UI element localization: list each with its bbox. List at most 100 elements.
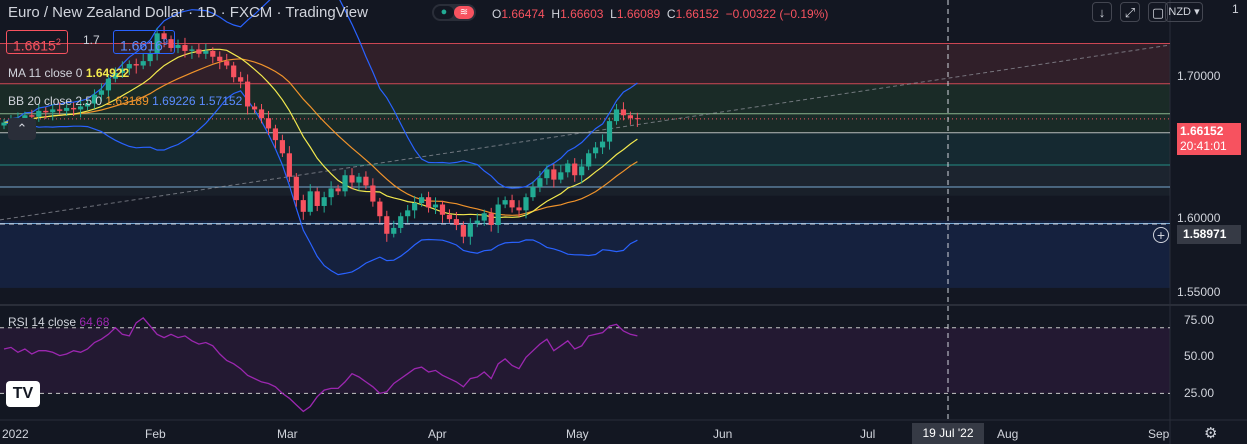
time-label-aug: Aug [997, 427, 1019, 441]
currency-selector[interactable]: NZD ▾ [1165, 2, 1203, 22]
candle-body [627, 115, 633, 119]
candle-body [446, 214, 453, 220]
candle-body [572, 163, 578, 176]
fullscreen-icon[interactable]: ⤢ [1120, 2, 1140, 22]
candle-body [112, 72, 118, 79]
candle-body [217, 56, 223, 62]
collapse-legend-icon[interactable]: ⌃ [8, 118, 36, 140]
chart-header: Euro / New Zealand Dollar · 1D · FXCM · … [8, 4, 368, 21]
candle-body [77, 106, 84, 110]
change-value: −0.00322 (−0.19%) [725, 7, 829, 21]
separator: · [220, 4, 226, 21]
candle-body [265, 118, 272, 129]
candle-body [328, 188, 334, 198]
rsi-legend[interactable]: RSI 14 close 64.68 [8, 315, 109, 329]
candle-body [488, 213, 494, 225]
time-label-may: May [566, 427, 589, 441]
bb-legend[interactable]: BB 20 close 2.5 0 1.63189 1.69226 1.5715… [8, 94, 242, 108]
candle-body [502, 200, 508, 205]
candle-body [321, 197, 327, 206]
window-icon[interactable]: ▢ [1148, 2, 1168, 22]
candle-body [342, 175, 348, 192]
sell-button[interactable]: 1.66152 [6, 30, 68, 54]
low-label: L [610, 7, 617, 21]
candle-body [558, 172, 564, 180]
tradingview-logo[interactable]: TV [6, 381, 40, 407]
platform-name: TradingView [285, 4, 368, 21]
add-alert-icon[interactable]: + [1153, 227, 1169, 243]
visibility-toggle[interactable]: ● ≋ [432, 4, 476, 21]
candle-body [126, 64, 132, 69]
candle-body [154, 33, 160, 54]
candle-body [105, 78, 111, 91]
candle-body [620, 109, 627, 116]
candle-body [50, 109, 56, 113]
candle-body [599, 141, 606, 148]
buy-button[interactable]: 1.66169 [113, 30, 175, 54]
price-axis-top-partial: 1 [1232, 2, 1239, 16]
candle-body [293, 176, 299, 201]
candle-body [370, 185, 376, 202]
bb-basis-value: 1.63189 [105, 94, 149, 108]
candle-body [453, 219, 459, 225]
trend-line [0, 44, 1171, 221]
candle-body [551, 169, 557, 180]
high-label: H [551, 7, 561, 21]
candle-body [251, 106, 258, 110]
chevron-down-icon: ▾ [1194, 6, 1200, 18]
bb-upper-line [3, 0, 638, 189]
separator: · [276, 4, 282, 21]
candle-body [168, 39, 174, 48]
candle-body [579, 166, 585, 176]
candle-body [467, 223, 473, 237]
current-price-tag: 1.66152 20:41:01 [1177, 123, 1241, 155]
data-source: FXCM [229, 4, 273, 21]
candle-body [384, 216, 390, 234]
candle-body [405, 210, 411, 217]
time-label-apr: Apr [428, 427, 447, 441]
candle-body [203, 50, 209, 54]
eye-icon[interactable]: ● [434, 6, 454, 19]
ma-legend[interactable]: MA 11 close 0 1.64922 [8, 66, 129, 80]
candle-body [565, 163, 571, 173]
bb-upper-value: 1.69226 [152, 94, 196, 108]
candle-body [530, 186, 536, 198]
time-label-mar: Mar [277, 427, 298, 441]
interval[interactable]: 1D [197, 4, 217, 21]
candle-body [57, 109, 63, 111]
open-value: 1.66474 [501, 7, 545, 21]
rsi-label-75: 75.00 [1184, 313, 1215, 327]
crosshair-date-tag: 19 Jul '22 [912, 423, 984, 444]
candle-body [133, 64, 139, 66]
open-label: O [492, 7, 502, 21]
market-status-icon[interactable]: ≋ [454, 6, 474, 19]
high-value: 1.66603 [560, 7, 604, 21]
price-label-3: 1.55000 [1177, 285, 1221, 299]
candle-body [36, 110, 42, 117]
bar-countdown: 20:41:01 [1180, 139, 1227, 153]
symbol-name[interactable]: Euro / New Zealand Dollar [8, 4, 184, 21]
candle-body [335, 188, 341, 192]
arrow-down-icon[interactable]: ↓ [1092, 2, 1112, 22]
candle-body [377, 201, 383, 217]
separator: · [188, 4, 194, 21]
candle-body [64, 107, 70, 111]
candle-body [460, 224, 466, 237]
candle-body [307, 191, 313, 212]
candle-body [544, 169, 550, 179]
gear-icon[interactable]: ⚙ [1204, 425, 1218, 442]
ohlc-values: O1.66474 H1.66603 L1.66089 C1.66152 −0.0… [492, 7, 828, 21]
candle-body [231, 65, 237, 78]
candle-body [161, 33, 167, 40]
candle-body [272, 128, 279, 141]
candle-body [245, 81, 251, 107]
buy-price-pip: 9 [162, 37, 168, 47]
time-label-feb: Feb [145, 427, 166, 441]
candle-body [224, 61, 230, 66]
candle-body [509, 200, 515, 208]
candle-body [140, 61, 146, 66]
candle-body [189, 49, 195, 51]
sell-price: 1.6615 [13, 37, 56, 54]
ma-line [3, 48, 638, 219]
